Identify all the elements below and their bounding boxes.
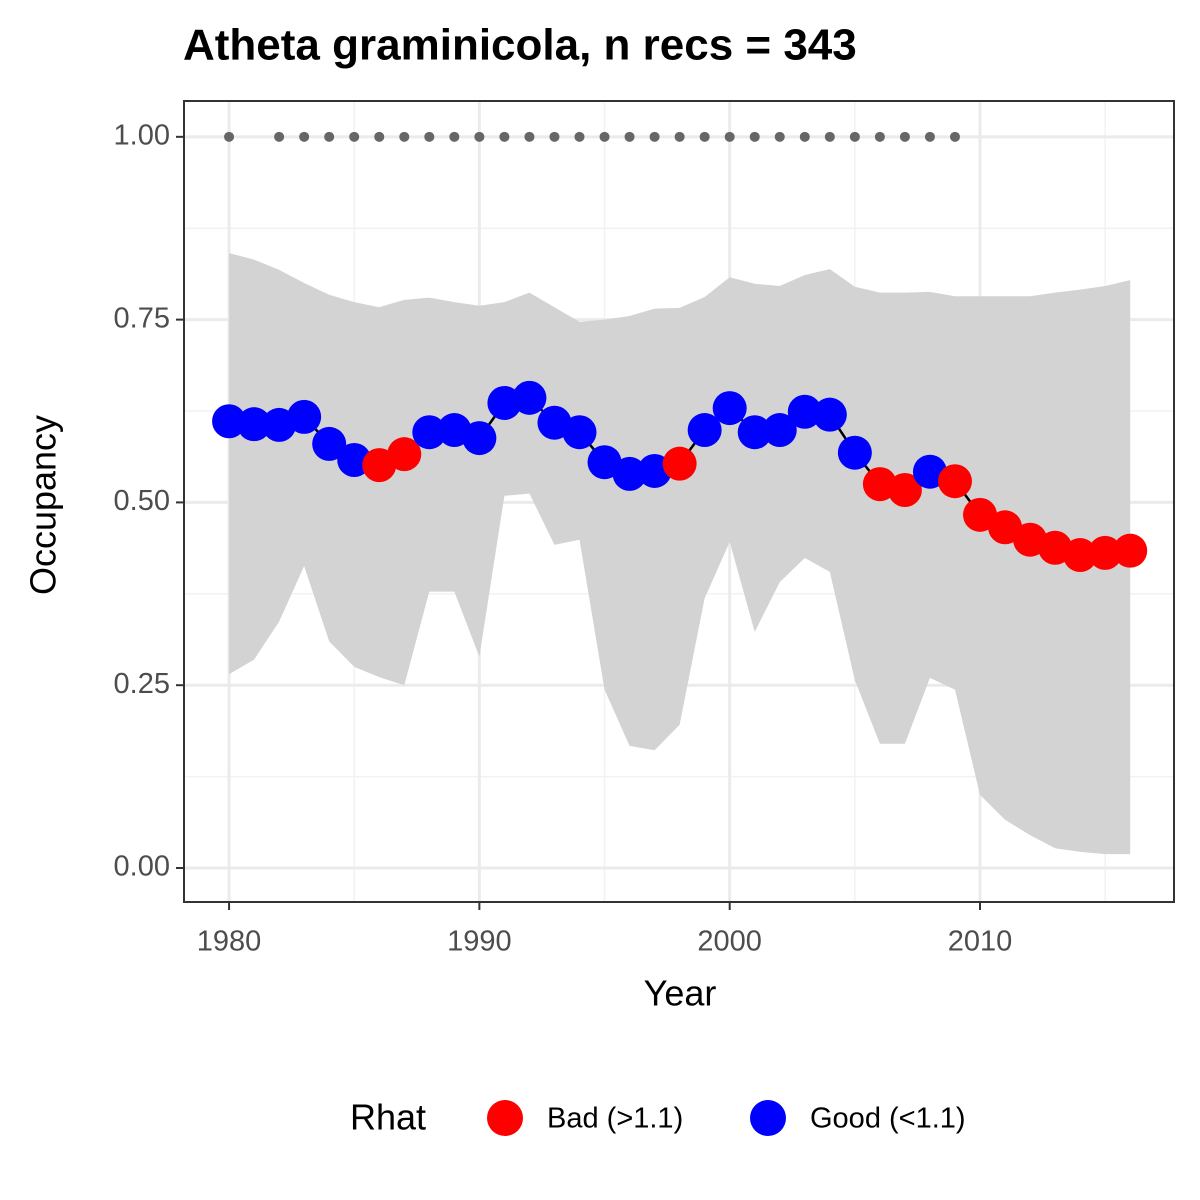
- y-tick-label: 0.75: [114, 302, 170, 334]
- record-dot: [449, 131, 460, 142]
- record-dot: [399, 131, 410, 142]
- occupancy-point: [737, 415, 772, 450]
- record-dot: [624, 131, 635, 142]
- occupancy-point: [212, 404, 247, 439]
- record-dot: [424, 131, 435, 142]
- occupancy-point: [237, 407, 272, 442]
- record-dot: [349, 131, 360, 142]
- record-dot: [474, 131, 485, 142]
- legend-key: [487, 1100, 523, 1136]
- record-dot: [874, 131, 885, 142]
- occupancy-point: [762, 413, 797, 448]
- chart-title: Atheta graminicola, n recs = 343: [183, 21, 857, 70]
- record-dot: [724, 131, 735, 142]
- record-dot: [674, 131, 685, 142]
- confidence-ribbon: [229, 253, 1131, 855]
- record-dot: [799, 131, 810, 142]
- record-dot: [924, 131, 935, 142]
- occupancy-point: [837, 435, 872, 470]
- record-dot: [274, 131, 285, 142]
- record-dot: [524, 131, 535, 142]
- occupancy-point: [812, 397, 847, 432]
- x-tick-label: 2010: [948, 926, 1013, 958]
- legend-title: Rhat: [350, 1097, 426, 1138]
- record-dot: [899, 131, 910, 142]
- occupancy-point: [937, 464, 972, 499]
- occupancy-point: [1113, 533, 1148, 568]
- occupancy-point: [562, 415, 597, 450]
- occupancy-point: [712, 391, 747, 426]
- occupancy-point: [287, 399, 322, 434]
- occupancy-point: [387, 437, 422, 472]
- x-tick-label: 1990: [447, 926, 512, 958]
- record-dot: [599, 131, 610, 142]
- y-tick-label: 0.25: [114, 668, 170, 700]
- occupancy-point: [887, 472, 922, 507]
- record-dot: [224, 131, 235, 142]
- occupancy-point: [462, 421, 497, 456]
- occupancy-point: [1088, 535, 1123, 570]
- record-dot: [849, 131, 860, 142]
- legend-label: Good (<1.1): [810, 1103, 966, 1135]
- x-tick-label: 2000: [697, 926, 762, 958]
- y-tick-label: 0.50: [114, 485, 170, 517]
- record-dot: [774, 131, 785, 142]
- record-dot: [699, 131, 710, 142]
- record-dot: [574, 131, 585, 142]
- record-dot: [549, 131, 560, 142]
- y-tick-label: 0.00: [114, 851, 170, 883]
- record-dot: [949, 131, 960, 142]
- legend-key: [750, 1100, 786, 1136]
- occupancy-point: [687, 413, 722, 448]
- y-axis-title: Occupancy: [23, 415, 64, 595]
- panel-border: [183, 100, 1175, 903]
- x-axis-title: Year: [644, 973, 717, 1014]
- record-dot: [324, 131, 335, 142]
- record-dot: [299, 131, 310, 142]
- x-tick-label: 1980: [197, 926, 262, 958]
- legend-label: Bad (>1.1): [547, 1103, 683, 1135]
- record-dot: [649, 131, 660, 142]
- record-dot: [749, 131, 760, 142]
- occupancy-point: [412, 415, 447, 450]
- occupancy-point: [612, 456, 647, 491]
- record-dot: [374, 131, 385, 142]
- occupancy-point: [312, 426, 347, 461]
- occupancy-point: [787, 394, 822, 429]
- occupancy-point: [512, 380, 547, 415]
- occupancy-point: [1063, 538, 1098, 573]
- y-tick-label: 1.00: [114, 119, 170, 151]
- occupancy-point: [662, 446, 697, 481]
- record-dot: [824, 131, 835, 142]
- record-dot: [499, 131, 510, 142]
